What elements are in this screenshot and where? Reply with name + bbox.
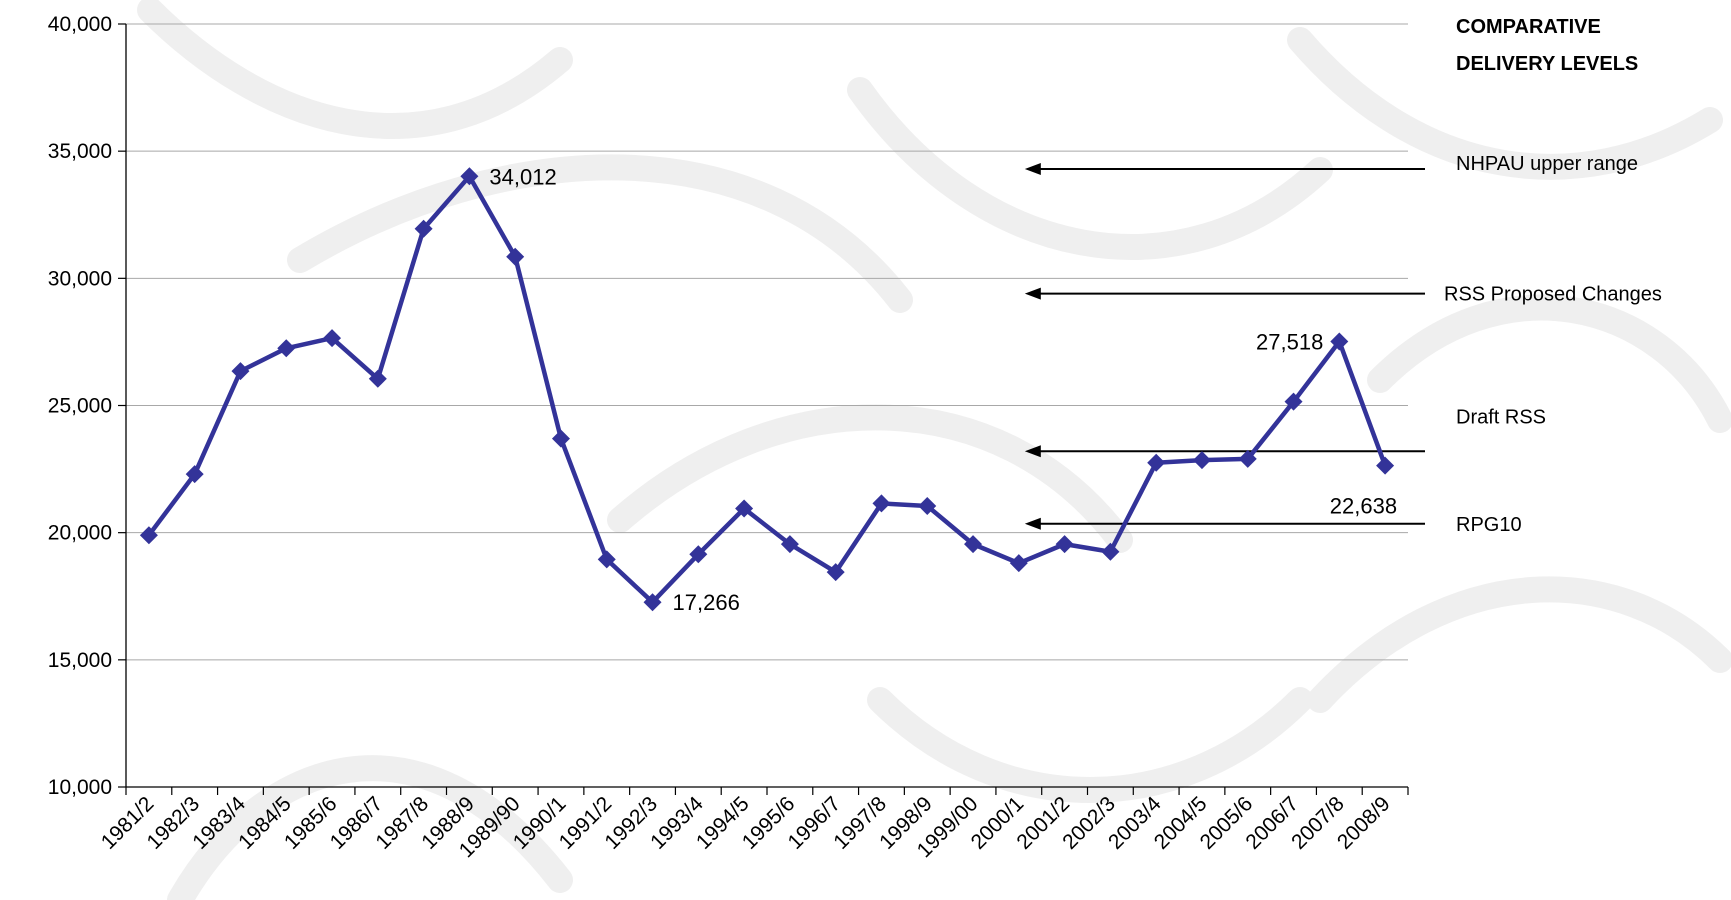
y-tick-label: 35,000 bbox=[48, 140, 112, 163]
data-point-marker bbox=[872, 494, 891, 513]
data-point-marker bbox=[1376, 456, 1395, 475]
comparative-delivery-panel: COMPARATIVE DELIVERY LEVELS NHPAU upper … bbox=[1444, 16, 1662, 536]
delivery-level-label: RPG10 bbox=[1456, 514, 1522, 536]
series-line bbox=[147, 174, 1388, 605]
delivery-level-arrows bbox=[1024, 162, 1425, 530]
data-point-marker bbox=[506, 247, 525, 266]
y-tick-label: 40,000 bbox=[48, 13, 112, 36]
data-point-marker bbox=[551, 429, 570, 448]
data-point-marker bbox=[689, 545, 708, 564]
y-tick-label: 10,000 bbox=[48, 776, 112, 799]
delivery-level-arrowhead bbox=[1024, 162, 1041, 175]
data-point-marker bbox=[277, 339, 296, 358]
delivery-level-arrowhead bbox=[1024, 287, 1041, 300]
gridlines bbox=[118, 23, 1408, 788]
y-tick-label: 30,000 bbox=[48, 267, 112, 290]
data-point-marker bbox=[1009, 554, 1028, 573]
data-point-marker bbox=[414, 219, 433, 238]
series-markers bbox=[139, 167, 1395, 612]
data-label: 17,266 bbox=[673, 590, 740, 615]
delivery-level-label: NHPAU upper range bbox=[1456, 153, 1638, 175]
data-point-marker bbox=[918, 496, 937, 515]
data-point-marker bbox=[826, 563, 845, 582]
delivery-level-label: Draft RSS bbox=[1456, 406, 1546, 428]
data-point-marker bbox=[139, 526, 158, 545]
y-axis-tick-labels: 10,000 15,000 20,000 25,000 30,000 35,000 40,0… bbox=[48, 13, 112, 799]
data-label: 27,518 bbox=[1256, 329, 1323, 354]
data-labels: 34,012 17,266 27,518 22,638 bbox=[489, 164, 1397, 615]
data-point-marker bbox=[323, 329, 342, 348]
delivery-level-arrowhead bbox=[1024, 445, 1041, 458]
y-tick-label: 20,000 bbox=[48, 522, 112, 545]
data-point-marker bbox=[1192, 451, 1211, 470]
series-line-path bbox=[147, 174, 1388, 605]
axes bbox=[125, 24, 1409, 795]
data-point-marker bbox=[1055, 535, 1074, 554]
side-panel-title-line-1: COMPARATIVE bbox=[1456, 16, 1601, 38]
background-watermark bbox=[137, 0, 1731, 900]
data-point-marker bbox=[231, 362, 250, 381]
data-point-marker bbox=[597, 550, 616, 569]
y-tick-label: 15,000 bbox=[48, 649, 112, 672]
data-point-marker bbox=[1330, 332, 1349, 351]
side-panel-title-line-2: DELIVERY LEVELS bbox=[1456, 53, 1638, 75]
data-label: 22,638 bbox=[1330, 494, 1397, 519]
delivery-level-arrowhead bbox=[1024, 517, 1041, 530]
x-tick-label: 2008/9 bbox=[1333, 792, 1395, 854]
data-point-marker bbox=[460, 167, 479, 186]
data-point-marker bbox=[1238, 449, 1257, 468]
data-point-marker bbox=[1101, 542, 1120, 561]
data-point-marker bbox=[1284, 392, 1303, 411]
data-point-marker bbox=[1147, 453, 1166, 472]
data-point-marker bbox=[964, 535, 983, 554]
data-point-marker bbox=[368, 369, 387, 388]
data-point-marker bbox=[735, 499, 754, 518]
data-point-marker bbox=[185, 465, 204, 484]
data-point-marker bbox=[643, 593, 662, 612]
y-tick-label: 25,000 bbox=[48, 395, 112, 418]
data-label: 34,012 bbox=[489, 164, 556, 189]
data-point-marker bbox=[780, 535, 799, 554]
delivery-level-label: RSS Proposed Changes bbox=[1444, 284, 1662, 306]
